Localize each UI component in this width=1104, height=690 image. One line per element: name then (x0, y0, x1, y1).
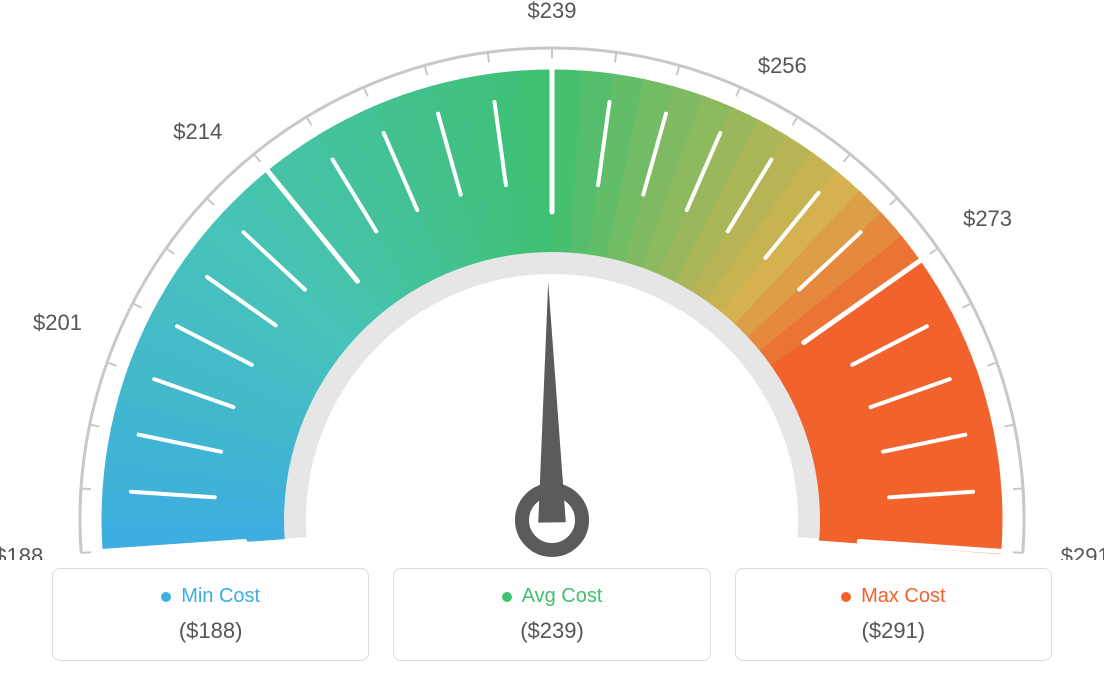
gauge-tick-label: $188 (0, 544, 43, 560)
legend-min-label: Min Cost (181, 585, 260, 608)
legend-max-card: Max Cost ($291) (735, 568, 1052, 661)
legend-row: Min Cost ($188) Avg Cost ($239) Max Cost… (0, 568, 1104, 661)
gauge-tick-label: $201 (33, 310, 82, 335)
legend-max-value: ($291) (748, 618, 1039, 644)
min-dot-icon (161, 592, 171, 602)
legend-avg-card: Avg Cost ($239) (393, 568, 710, 661)
max-dot-icon (841, 592, 851, 602)
legend-avg-value: ($239) (406, 618, 697, 644)
gauge-tick-label: $291 (1061, 544, 1104, 560)
gauge-tick-label: $239 (528, 0, 577, 23)
gauge-tick-label: $273 (963, 206, 1012, 231)
cost-gauge-chart: $188 $201 $214 $239 $256 $273 $291 (0, 0, 1104, 560)
gauge-tick-label: $214 (173, 119, 222, 144)
legend-min-value: ($188) (65, 618, 356, 644)
avg-dot-icon (502, 592, 512, 602)
legend-max-label: Max Cost (861, 585, 945, 608)
gauge-tick-label: $256 (758, 53, 807, 78)
legend-avg-label: Avg Cost (522, 585, 603, 608)
legend-min-card: Min Cost ($188) (52, 568, 369, 661)
